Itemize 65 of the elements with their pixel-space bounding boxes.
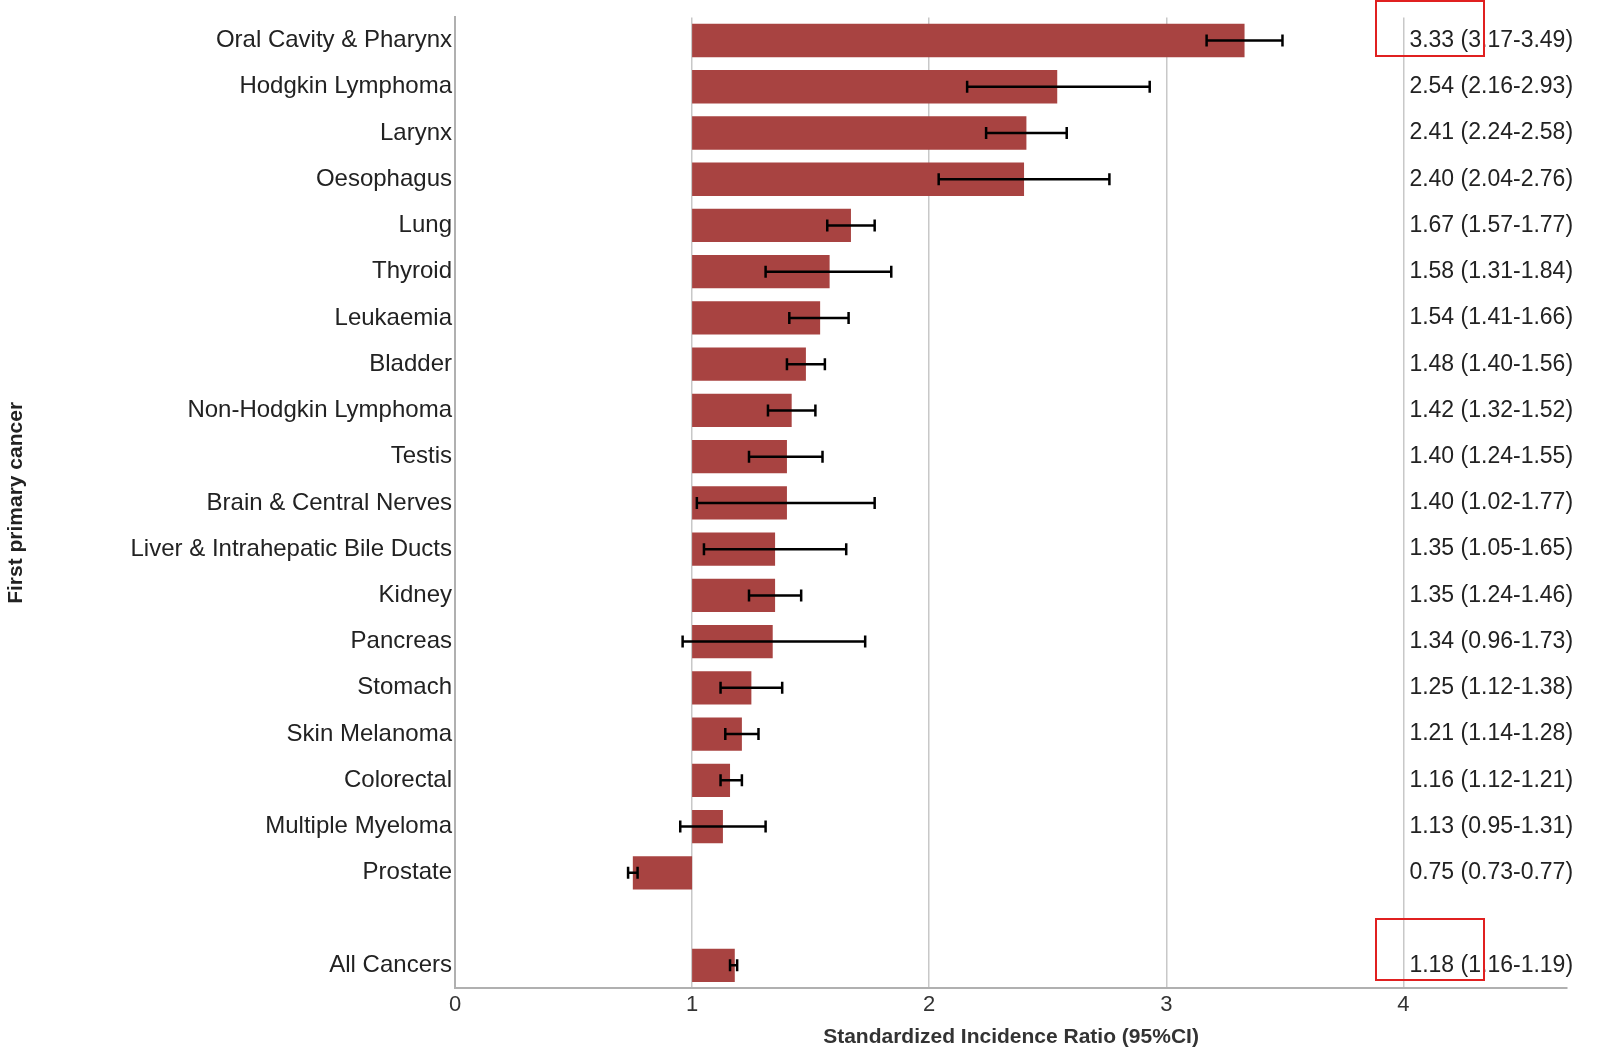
y-tick-label: Skin Melanoma	[286, 718, 453, 746]
y-tick-label: Multiple Myeloma	[265, 811, 453, 839]
x-tick-label: 4	[1397, 990, 1410, 1016]
bar	[692, 717, 742, 751]
bar	[692, 162, 1025, 196]
x-axis-title: Standardized Incidence Ratio (95%CI)	[823, 1024, 1199, 1048]
y-tick-label: Pancreas	[350, 626, 452, 654]
y-tick-label: Kidney	[378, 580, 452, 607]
x-tick-label: 1	[685, 990, 699, 1016]
bar	[692, 116, 1027, 150]
bar	[692, 578, 776, 613]
annotation: 1.13 (0.95-1.31)	[1409, 811, 1574, 838]
annotation: 0.75 (0.73-0.77)	[1409, 858, 1574, 885]
x-tick-label: 0	[448, 990, 462, 1016]
annotation: 1.40 (1.24-1.55)	[1409, 442, 1574, 469]
x-tick-label: 2	[923, 990, 936, 1016]
annotation: 1.54 (1.41-1.66)	[1409, 303, 1574, 330]
y-tick-label: Hodgkin Lymphoma	[239, 71, 453, 99]
annotation: 1.42 (1.32-1.52)	[1409, 395, 1574, 422]
annotation: 2.41 (2.24-2.58)	[1409, 118, 1574, 145]
y-tick-label: Colorectal	[343, 764, 452, 792]
y-tick-label: Prostate	[362, 857, 452, 885]
y-tick-label: Lung	[398, 210, 452, 238]
annotation: 1.21 (1.14-1.28)	[1409, 719, 1574, 746]
y-tick-label: Stomach	[357, 672, 452, 700]
bar	[692, 23, 1245, 58]
annotation: 1.16 (1.12-1.21)	[1409, 765, 1574, 792]
annotation: 1.35 (1.05-1.65)	[1409, 534, 1574, 561]
bar	[692, 440, 787, 474]
y-tick-label: Bladder	[369, 348, 452, 376]
annotation: 1.25 (1.12-1.38)	[1409, 673, 1574, 700]
bar	[692, 624, 773, 659]
annotation: 1.35 (1.24-1.46)	[1409, 580, 1574, 607]
x-tick-label: 3	[1160, 990, 1173, 1016]
y-tick-label: All Cancers	[329, 949, 452, 977]
annotation: 1.67 (1.57-1.77)	[1409, 210, 1574, 237]
annotation: 1.48 (1.40-1.56)	[1409, 349, 1574, 376]
y-tick-label: Oesophagus	[315, 163, 452, 191]
annotation: 1.34 (0.96-1.73)	[1409, 626, 1574, 653]
y-tick-label: Brain & Central Nerves	[206, 487, 452, 515]
bar	[692, 208, 851, 243]
bar	[692, 671, 752, 705]
bar	[632, 856, 693, 890]
y-tick-label: Oral Cavity & Pharynx	[215, 25, 452, 53]
y-tick-label: Leukaemia	[334, 302, 453, 330]
annotation: 2.54 (2.16-2.93)	[1409, 72, 1574, 99]
y-tick-label: Thyroid	[371, 256, 452, 284]
annotation: 1.58 (1.31-1.84)	[1409, 257, 1574, 284]
bar	[692, 70, 1058, 104]
annotation: 1.40 (1.02-1.77)	[1409, 488, 1574, 515]
bar	[692, 763, 731, 797]
annotation: 2.40 (2.04-2.76)	[1409, 164, 1574, 191]
y-tick-label: Testis	[390, 441, 452, 469]
y-tick-label: Larynx	[379, 117, 452, 145]
bar	[692, 809, 723, 844]
bar	[692, 948, 735, 982]
bar	[692, 347, 806, 381]
bar	[692, 255, 830, 289]
bar	[692, 393, 792, 428]
y-tick-label: Non-Hodgkin Lymphoma	[187, 395, 453, 423]
bar	[692, 486, 787, 520]
y-axis-title: First primary cancer	[3, 401, 27, 604]
bar	[692, 301, 821, 335]
bar	[692, 532, 776, 566]
y-tick-label: Liver & Intrahepatic Bile Ducts	[130, 533, 452, 561]
